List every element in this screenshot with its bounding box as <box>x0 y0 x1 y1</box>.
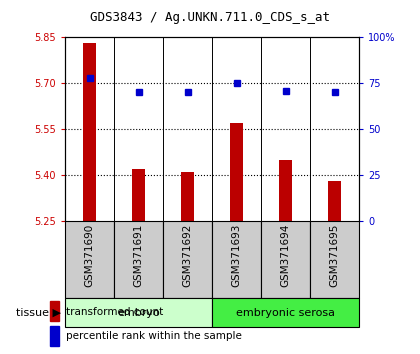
Bar <box>163 221 212 298</box>
Bar <box>84 43 96 221</box>
Text: GDS3843 / Ag.UNKN.711.0_CDS_s_at: GDS3843 / Ag.UNKN.711.0_CDS_s_at <box>90 11 330 24</box>
Bar <box>50 301 59 321</box>
Text: GSM371693: GSM371693 <box>231 223 241 287</box>
Text: GSM371695: GSM371695 <box>330 223 340 287</box>
Text: GSM371692: GSM371692 <box>183 223 193 287</box>
Bar <box>65 221 114 298</box>
Bar <box>328 181 341 221</box>
Text: transformed count: transformed count <box>66 307 163 317</box>
Text: embryo: embryo <box>117 308 160 318</box>
Bar <box>181 172 194 221</box>
Bar <box>212 298 359 327</box>
Bar <box>114 221 163 298</box>
Text: GSM371690: GSM371690 <box>84 223 94 287</box>
Bar <box>212 221 261 298</box>
Bar <box>132 169 145 221</box>
Bar <box>50 326 59 346</box>
Bar <box>310 221 359 298</box>
Text: GSM371691: GSM371691 <box>134 223 144 287</box>
Bar <box>261 221 310 298</box>
Text: embryonic serosa: embryonic serosa <box>236 308 335 318</box>
Bar <box>65 298 212 327</box>
Text: percentile rank within the sample: percentile rank within the sample <box>66 331 241 341</box>
Text: GSM371694: GSM371694 <box>281 223 291 287</box>
Text: tissue ▶: tissue ▶ <box>16 308 61 318</box>
Bar <box>279 160 292 221</box>
Bar <box>231 123 243 221</box>
